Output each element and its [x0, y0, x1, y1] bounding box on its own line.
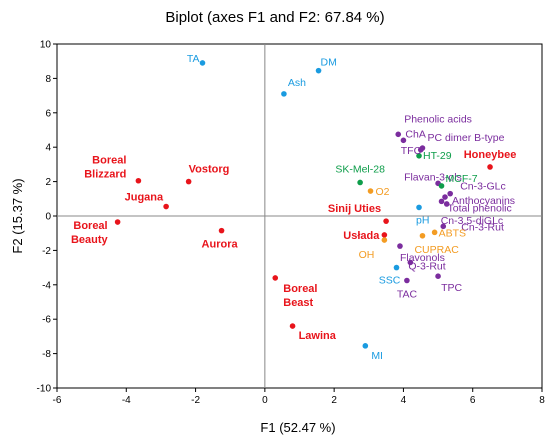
point-label: Aurora: [202, 239, 239, 251]
point-label: OH: [359, 249, 375, 261]
x-tick-label: 2: [331, 395, 337, 406]
chart-title: Biplot (axes F1 and F2: 67.84 %): [165, 9, 384, 26]
data-point: [431, 229, 438, 236]
point-label: Total phenolic: [448, 202, 512, 214]
data-point: [357, 179, 363, 186]
x-tick-label: 4: [401, 395, 407, 406]
data-point: [443, 201, 450, 207]
y-tick-label: 6: [45, 108, 51, 119]
data-point: [395, 131, 402, 138]
point-label: SK-Mel-28: [335, 163, 385, 175]
data-point: [416, 204, 422, 211]
point-label: Boreal Beauty: [71, 220, 109, 246]
data-point: [442, 194, 448, 200]
data-point: [440, 223, 447, 230]
point-label: O2: [376, 186, 390, 198]
point-label: Cn-3-Rut: [461, 221, 504, 233]
point-label: pH: [416, 214, 429, 226]
point-label: Ash: [288, 77, 306, 89]
data-point: [393, 264, 400, 271]
data-point: [315, 67, 322, 74]
point-label: Flavan-3-ols: [404, 171, 462, 183]
data-point: [135, 177, 142, 184]
data-points: [114, 60, 493, 349]
data-point: [438, 183, 445, 189]
data-point: [419, 232, 426, 239]
point-label: SSC: [379, 275, 401, 287]
point-label: TFC: [401, 145, 422, 157]
data-point: [185, 178, 192, 185]
y-tick-label: 10: [40, 40, 52, 51]
point-label: Usłada: [343, 230, 380, 242]
y-tick-label: 8: [45, 74, 51, 85]
data-point: [407, 259, 414, 266]
point-label: Boreal Blizzard: [84, 155, 126, 181]
point-label: TA: [187, 53, 200, 65]
x-tick-label: -6: [53, 395, 62, 406]
data-point: [435, 273, 441, 280]
y-tick-label: 4: [45, 143, 51, 154]
point-label: Q-3-Rut: [408, 260, 445, 272]
point-label: MI: [371, 350, 383, 362]
data-point: [289, 323, 296, 329]
point-label: Phenolic acids: [404, 113, 472, 125]
point-label: TPC: [441, 282, 462, 294]
point-label: Anthocyanins: [452, 195, 515, 207]
data-point: [163, 203, 169, 210]
x-tick-label: -2: [191, 395, 200, 406]
data-point: [419, 145, 426, 151]
point-label: TAC: [397, 289, 418, 301]
axes: [53, 43, 543, 392]
data-point: [281, 91, 287, 97]
data-point: [362, 343, 369, 349]
x-tick-label: -4: [122, 395, 131, 406]
y-tick-label: 2: [45, 177, 51, 188]
point-label: ChA: [405, 128, 425, 140]
y-tick-label: 0: [45, 212, 51, 223]
data-point: [383, 218, 389, 224]
data-point: [367, 188, 374, 194]
y-tick-label: -10: [37, 384, 52, 395]
point-label: Boreal Beast: [283, 283, 317, 309]
point-label: DM: [321, 57, 337, 69]
y-tick-label: -2: [42, 246, 51, 257]
y-tick-label: -6: [42, 315, 51, 326]
point-label: CUPRAC: [414, 244, 459, 256]
data-point: [400, 137, 407, 144]
point-label: Honeybee: [464, 149, 517, 161]
point-label: Sinij Uties: [328, 203, 381, 215]
point-label: PC dimer B-type: [427, 132, 504, 144]
data-point: [447, 190, 453, 197]
x-axis-title: F1 (52.47 %): [260, 420, 335, 435]
data-point: [416, 153, 422, 159]
data-point: [272, 275, 279, 281]
x-tick-label: 0: [262, 395, 268, 406]
data-point: [438, 198, 445, 205]
data-point: [404, 277, 410, 284]
x-tick-label: 6: [470, 395, 476, 406]
x-tick-label: 8: [539, 395, 545, 406]
point-label: Jugana: [125, 192, 164, 204]
point-label: ABTS: [439, 227, 466, 239]
data-point: [397, 243, 403, 249]
tick-labels: -6 -4 -2 0 2 4 6 8 -10 -8 -6 -4 -2 0 2 4 6 8 10: [37, 40, 546, 407]
point-label: Flavonols: [400, 252, 445, 264]
data-point: [218, 227, 225, 234]
data-point: [199, 60, 206, 66]
point-label: Lawina: [299, 330, 337, 342]
point-label: MCF-7: [446, 173, 478, 185]
y-axis-title: F2 (15.37 %): [10, 178, 25, 253]
data-point: [381, 232, 388, 238]
point-label: Cn-3-GLc: [460, 181, 506, 193]
data-point: [114, 219, 121, 225]
data-point: [487, 164, 493, 170]
data-point: [381, 237, 388, 243]
y-tick-label: -4: [42, 280, 51, 291]
point-label: Vostorg: [189, 164, 230, 176]
point-label: Cn-3,5-diGLc: [441, 215, 503, 227]
point-labels: TA DM Ash Boreal Blizzard Vostorg Jugana Boreal…: [71, 53, 516, 362]
y-tick-label: -8: [42, 349, 51, 360]
point-label: HT-29: [423, 150, 452, 162]
